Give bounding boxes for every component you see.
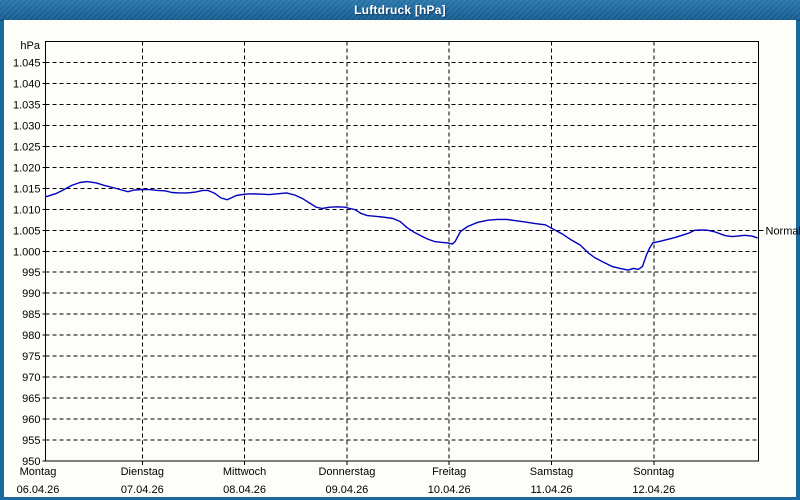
- window-title: Luftdruck [hPa]: [354, 3, 446, 17]
- chart-canvas-area: [4, 20, 796, 497]
- window-title-bar[interactable]: Luftdruck [hPa]: [0, 0, 800, 21]
